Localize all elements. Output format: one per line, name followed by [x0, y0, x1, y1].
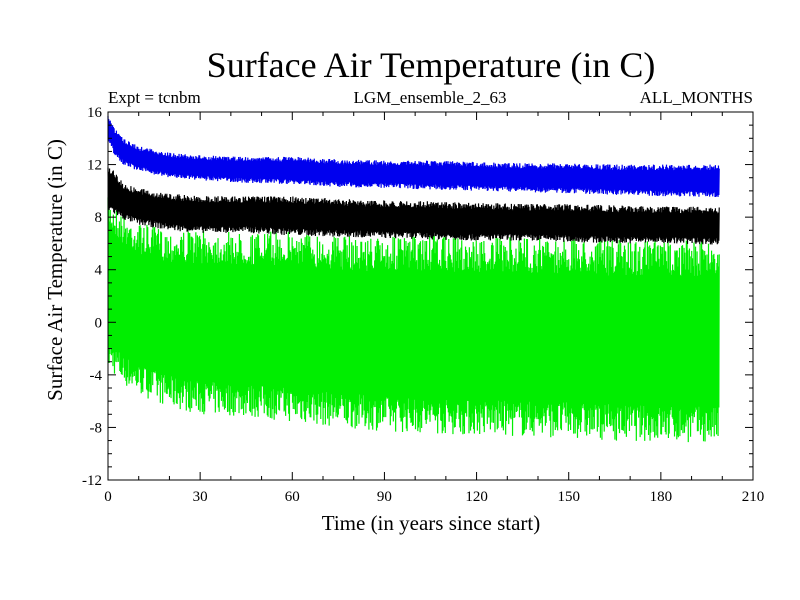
series-line-blue — [107, 116, 720, 198]
chart-subtitle-right: ALL_MONTHS — [640, 88, 753, 107]
y-tick-label: 16 — [87, 105, 103, 121]
chart-subtitle-left: Expt = tcnbm — [108, 88, 201, 107]
y-tick-label: 0 — [95, 315, 103, 331]
plot-series-group — [107, 116, 720, 443]
chart-title: Surface Air Temperature (in C) — [207, 45, 656, 85]
x-tick-label: 210 — [742, 489, 765, 505]
x-tick-label: 30 — [193, 489, 208, 505]
x-tick-label: 60 — [285, 489, 300, 505]
y-tick-label: 8 — [95, 210, 103, 226]
axes-group: 0 30 60 90 120 150 180 210 -12 -8 -4 0 4 8 12 16 — [82, 105, 764, 505]
x-tick-label: 90 — [377, 489, 392, 505]
x-tick-label: 0 — [104, 489, 112, 505]
x-tick-label: 120 — [465, 489, 488, 505]
y-tick-label: 4 — [95, 263, 103, 279]
x-tick-label: 150 — [557, 489, 580, 505]
y-tick-label: 12 — [87, 158, 102, 174]
x-tick-label: 180 — [650, 489, 673, 505]
x-axis-label: Time (in years since start) — [322, 511, 541, 535]
y-tick-label: -12 — [82, 473, 102, 489]
series-line-green — [107, 197, 720, 443]
chart-subtitle-center: LGM_ensemble_2_63 — [354, 88, 507, 107]
y-tick-label: -8 — [90, 420, 103, 436]
y-tick-label: -4 — [90, 368, 103, 384]
series-line-black — [107, 167, 720, 245]
y-axis-label: Surface Air Temperature (in C) — [43, 139, 67, 401]
